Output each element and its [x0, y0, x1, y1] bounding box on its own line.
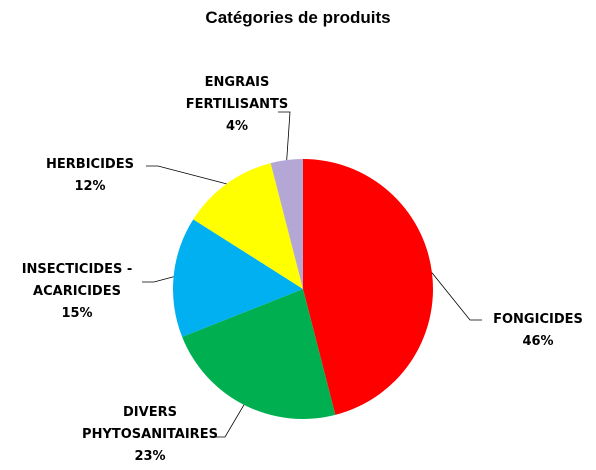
slice-label: FONGICIDES: [493, 312, 583, 327]
leader-line: [146, 165, 227, 185]
pie-slice: [172, 219, 303, 337]
pie-slice: [193, 163, 303, 289]
leader-line: [278, 111, 291, 161]
slice-value-label: 46%: [522, 334, 554, 349]
slice-label: ENGRAIS FERTILISANTS: [185, 75, 289, 112]
pie-slice: [182, 289, 336, 419]
pie-slice: [270, 159, 303, 289]
slice-value-label: 12%: [74, 179, 106, 194]
slice-value-label: 23%: [134, 449, 166, 464]
slice-value-label: 4%: [225, 119, 249, 134]
slice-label: INSECTICIDES - ACARICIDES: [21, 262, 133, 299]
leader-line: [213, 404, 245, 438]
pie-slice: [303, 159, 433, 415]
slice-label: DIVERS PHYTOSANITAIRES: [82, 405, 218, 442]
leader-line: [431, 272, 482, 321]
chart-title: Catégories de produits: [205, 8, 391, 27]
slice-value-label: 15%: [61, 306, 93, 321]
leader-line: [142, 276, 174, 283]
slice-label: HERBICIDES: [46, 157, 134, 172]
